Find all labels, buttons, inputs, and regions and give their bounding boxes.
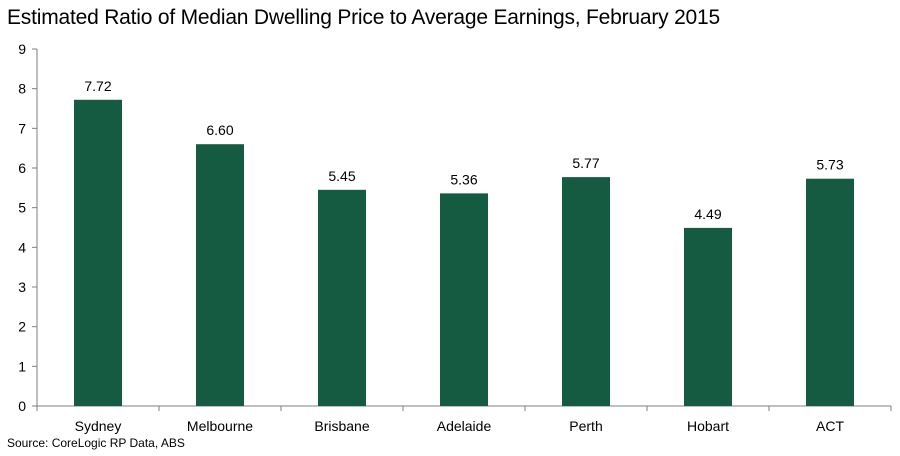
- bar-brisbane: [318, 189, 366, 406]
- x-axis: Sydney Melbourne Brisbane Adelaide Perth Hoba…: [36, 405, 892, 434]
- bar-perth: [562, 177, 610, 406]
- bar-hobart: [684, 227, 732, 406]
- x-tick-label: ACT: [816, 418, 844, 434]
- data-label: 6.60: [206, 122, 233, 138]
- data-label: 5.77: [572, 155, 599, 171]
- y-tick-label: 5: [18, 200, 26, 216]
- y-tick-label: 0: [18, 398, 26, 414]
- y-tick-label: 7: [18, 120, 26, 136]
- bar-melbourne: [196, 144, 244, 406]
- source-note: Source: CoreLogic RP Data, ABS: [7, 436, 185, 450]
- bar-adelaide: [440, 193, 488, 406]
- data-label: 4.49: [694, 206, 721, 222]
- bar-sydney: [74, 99, 122, 407]
- data-label: 5.45: [328, 168, 355, 184]
- data-label: 5.73: [816, 157, 843, 173]
- data-label: 7.72: [84, 78, 111, 94]
- chart-title: Estimated Ratio of Median Dwelling Price…: [7, 6, 720, 29]
- y-tick-label: 1: [18, 358, 26, 374]
- x-tick-label: Sydney: [75, 418, 122, 434]
- x-tick-label: Brisbane: [314, 418, 369, 434]
- data-label: 5.36: [450, 171, 477, 187]
- y-tick-label: 9: [18, 41, 26, 57]
- y-tick-label: 8: [18, 81, 26, 97]
- y-tick-label: 6: [18, 160, 26, 176]
- x-tick-label: Hobart: [687, 418, 729, 434]
- bars: [74, 99, 854, 407]
- y-axis: 0 1 2 3 4 5 6 7 8 9: [18, 41, 38, 414]
- y-tick-label: 3: [18, 279, 26, 295]
- y-tick-label: 2: [18, 319, 26, 335]
- x-tick-label: Adelaide: [437, 418, 492, 434]
- y-tick-label: 4: [18, 239, 26, 255]
- x-tick-label: Melbourne: [187, 418, 253, 434]
- data-labels: 7.72 6.60 5.45 5.36 5.77 4.49 5.73: [84, 78, 843, 222]
- x-tick-label: Perth: [569, 418, 602, 434]
- bar-act: [806, 178, 854, 406]
